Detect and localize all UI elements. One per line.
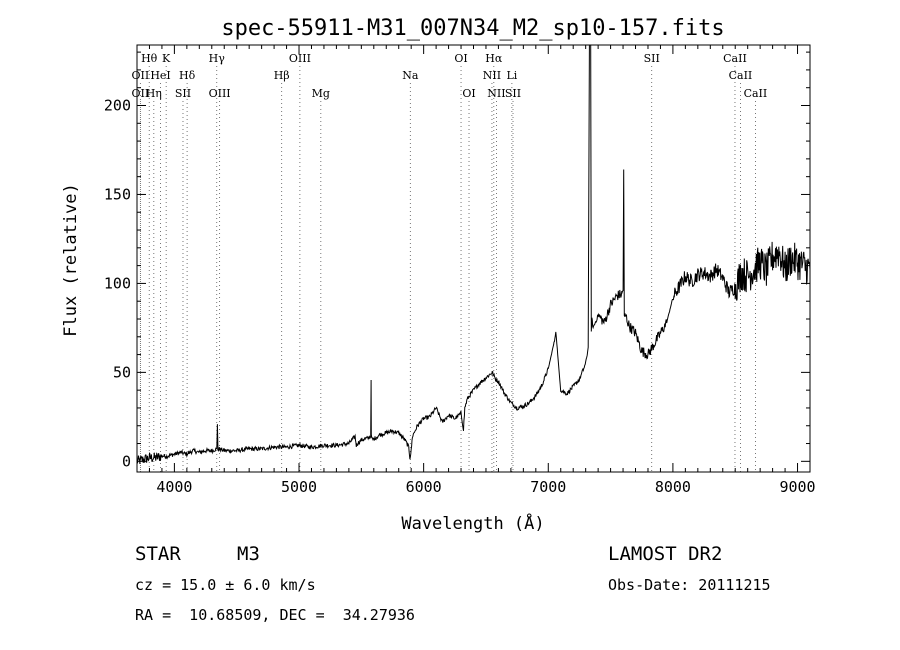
line-id-label: SII — [644, 52, 660, 65]
line-id-label: Hθ — [141, 52, 158, 65]
redshift-velocity: cz = 15.0 ± 6.0 km/s — [135, 576, 316, 594]
line-id-label: CaII — [744, 87, 768, 100]
line-id-label: HeI — [150, 69, 170, 82]
line-id-label: OI — [462, 87, 475, 100]
line-id-label: OIII — [209, 87, 231, 100]
spectrum-line — [136, 44, 811, 465]
line-id-label: Hγ — [209, 52, 226, 65]
line-id-label: CaII — [723, 52, 747, 65]
x-tick-label: 7000 — [530, 478, 566, 496]
line-id-label: Hη — [146, 87, 162, 100]
line-id-label: Hβ — [274, 69, 290, 82]
line-id-label: K — [162, 52, 171, 65]
coordinates: RA = 10.68509, DEC = 34.27936 — [135, 606, 415, 624]
line-id-label: OII — [132, 87, 150, 100]
y-tick-label: 100 — [104, 274, 131, 292]
y-tick-label: 50 — [113, 363, 131, 381]
axes: 4000 5000 6000 7000 8000 9000 0 50 100 150 200 — [104, 44, 816, 496]
line-id-label: Hα — [485, 52, 503, 65]
line-id-label: NII — [483, 69, 501, 82]
y-axis-label: Flux (relative) — [61, 183, 81, 337]
line-id-label: SII — [505, 87, 521, 100]
observation-date: Obs-Date: 20111215 — [608, 576, 771, 594]
x-tick-label: 8000 — [655, 478, 691, 496]
x-tick-label: 4000 — [156, 478, 192, 496]
survey-label: LAMOST DR2 — [608, 543, 723, 565]
plot-frame — [136, 44, 811, 473]
x-axis-label: Wavelength (Å) — [401, 512, 544, 534]
spectrum-plot — [136, 44, 811, 465]
line-id-label: OII — [132, 69, 150, 82]
line-id-label: Li — [506, 69, 517, 82]
y-tick-label: 0 — [122, 452, 131, 470]
line-id-label: OIII — [289, 52, 311, 65]
line-id-label: CaII — [729, 69, 753, 82]
subclass-label: M3 — [237, 543, 260, 565]
x-tick-label: 6000 — [406, 478, 442, 496]
line-id-label: SII — [175, 87, 191, 100]
line-id-label: Na — [402, 69, 419, 82]
line-id-label: Hδ — [179, 69, 196, 82]
y-tick-label: 150 — [104, 185, 131, 203]
x-tick-label: 5000 — [281, 478, 317, 496]
line-id-label: NII — [487, 87, 505, 100]
y-tick-label: 200 — [104, 96, 131, 114]
x-tick-label: 9000 — [779, 478, 815, 496]
chart-title: spec-55911-M31_007N34_M2_sp10-157.fits — [221, 16, 724, 41]
line-id-label: OI — [454, 52, 467, 65]
line-id-label: Mg — [312, 87, 330, 100]
class-label: STAR — [135, 543, 181, 565]
